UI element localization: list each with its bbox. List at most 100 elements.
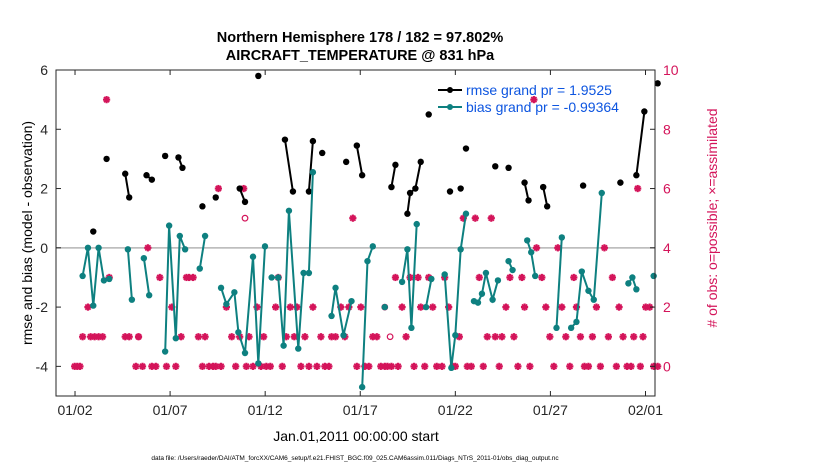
obs-assimilated-marker — [406, 273, 414, 282]
obs-assimilated-marker — [506, 273, 514, 282]
obs-assimilated-marker — [144, 244, 152, 252]
y-tick-label-right: 2 — [663, 299, 671, 315]
obs-assimilated-marker — [550, 362, 558, 370]
obs-marker-stroke — [291, 333, 298, 340]
chart-title-line-1: Northern Hemisphere 178 / 182 = 97.802% — [217, 30, 504, 46]
y-axis-label-left: rmse and bias (model - observation) — [19, 121, 35, 345]
bias-point — [558, 234, 566, 241]
obs-marker-stroke — [521, 303, 528, 311]
obs-assimilated-marker — [491, 333, 499, 341]
obs-assimilated-marker — [278, 362, 286, 370]
rmse-line-segment — [124, 173, 131, 198]
rmse-point — [289, 188, 297, 195]
bias-point — [413, 220, 420, 228]
obs-assimilated-marker — [301, 333, 309, 341]
obs-assimilated-marker — [608, 273, 617, 282]
bias-point — [532, 272, 539, 280]
bias-line-segment — [198, 235, 207, 269]
obs-assimilated-marker — [596, 362, 605, 370]
obs-marker-stroke — [212, 363, 219, 370]
obs-marker-stroke — [249, 363, 257, 370]
obs-assimilated-marker — [471, 214, 479, 222]
obs-marker-stroke — [615, 303, 623, 311]
bias-point — [201, 232, 209, 240]
bias-line-segment — [401, 224, 418, 328]
obs-marker-stroke — [177, 333, 185, 340]
obs-assimilated-marker — [530, 96, 538, 104]
bias-point — [95, 244, 102, 252]
obs-assimilated-marker — [634, 184, 642, 193]
obs-assimilated-marker — [410, 362, 418, 370]
rmse-point — [539, 183, 547, 191]
obs-marker-stroke — [506, 274, 514, 281]
obs-assimilated-marker — [467, 362, 475, 370]
obs-marker-stroke — [502, 303, 510, 311]
bias-point — [567, 324, 575, 332]
rmse-point — [641, 108, 648, 115]
bias-point — [235, 329, 242, 336]
obs-marker-stroke — [309, 303, 317, 311]
bias-point — [422, 303, 430, 311]
rmse-point — [103, 155, 110, 163]
bias-point — [590, 296, 597, 303]
bias-point — [249, 253, 257, 260]
obs-assimilated-marker — [518, 273, 526, 282]
x-tick-label: 01/17 — [343, 402, 378, 418]
bias-point — [100, 277, 108, 284]
obs-assimilated-marker — [654, 362, 662, 370]
obs-assimilated-marker — [162, 362, 171, 370]
obs-assimilated-marker — [156, 273, 164, 282]
rmse-point — [305, 188, 313, 195]
rmse-point — [255, 72, 262, 80]
rmse-point — [425, 111, 432, 118]
obs-assimilated-marker — [79, 333, 87, 341]
rmse-point — [353, 142, 361, 149]
bias-point — [231, 289, 238, 296]
obs-marker-stroke — [597, 363, 604, 370]
obs-assimilated-marker — [433, 362, 441, 370]
bias-point — [528, 249, 535, 256]
rmse-point — [654, 80, 661, 87]
obs-marker-stroke — [349, 214, 357, 222]
obs-assimilated-marker — [152, 362, 160, 370]
obs-marker-stroke — [410, 363, 418, 370]
obs-marker-stroke — [144, 244, 152, 252]
obs-marker-stroke — [76, 363, 84, 370]
obs-marker-stroke — [103, 96, 110, 103]
obs-marker-stroke — [217, 363, 225, 370]
bias-line-segment — [271, 172, 314, 349]
obs-assimilated-marker — [357, 303, 365, 311]
bias-point — [176, 232, 183, 240]
obs-marker-stroke — [135, 333, 142, 340]
obs-marker-stroke — [172, 363, 180, 370]
obs-assimilated-marker — [498, 333, 506, 341]
obs-marker-stroke — [554, 244, 562, 252]
obs-assimilated-marker — [290, 333, 298, 341]
legend: rmse grand pr = 1.9525 bias grand pr = -… — [438, 82, 619, 115]
obs-assimilated-marker — [558, 303, 566, 311]
obs-possible-marker — [386, 333, 394, 341]
obs-marker-stroke — [550, 363, 558, 370]
obs-marker-stroke — [518, 274, 526, 281]
x-tick-label: 01/07 — [153, 402, 188, 418]
rmse-line-segment — [542, 186, 549, 207]
obs-assimilated-marker — [365, 362, 373, 370]
rmse-line-segment — [390, 164, 397, 188]
obs-assimilated-marker — [98, 333, 107, 341]
obs-marker-stroke — [243, 363, 250, 370]
obs-assimilated-marker — [266, 362, 274, 370]
rmse-point — [122, 170, 129, 177]
bias-point — [348, 297, 355, 305]
obs-assimilated-marker — [84, 303, 92, 311]
y-tick-label-left: 4 — [40, 121, 48, 137]
bias-point — [255, 360, 262, 367]
bias-point — [90, 302, 97, 309]
rmse-point — [241, 198, 249, 206]
y-axis-label-right: # of obs: o=possible; ×=assimilated — [704, 108, 720, 327]
data-file-footer: data file: /Users/raeder/DAI/ATM_forcXX/… — [151, 455, 559, 462]
bias-point — [633, 286, 640, 293]
bias-point — [124, 246, 132, 253]
obs-marker-stroke — [570, 274, 578, 281]
obs-assimilated-marker — [201, 333, 209, 341]
obs-assimilated-marker — [102, 96, 111, 104]
